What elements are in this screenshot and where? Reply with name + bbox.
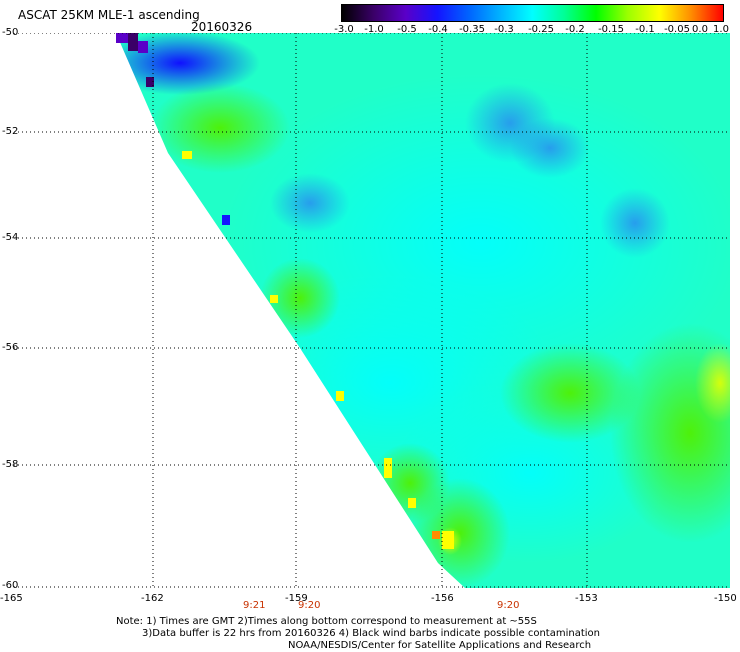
coast-edge-pixels <box>116 33 454 549</box>
lon-label: -156 <box>431 593 454 604</box>
lon-label: -159 <box>285 593 308 604</box>
map-title: ASCAT 25KM MLE-1 ascending <box>18 8 200 22</box>
footnote: Note: 1) Times are GMT 2)Times along bot… <box>116 616 600 652</box>
colorbar-tick: 1.0 <box>713 24 729 35</box>
colorbar-gradient <box>342 5 723 21</box>
lat-label: -52 <box>2 126 19 137</box>
colorbar-tick: -3.0 <box>334 24 354 35</box>
lon-label: -165 <box>0 593 23 604</box>
graticule <box>10 33 730 588</box>
lat-label: -54 <box>2 232 19 243</box>
swath-map <box>10 33 730 588</box>
time-label: 9:21 <box>243 600 266 611</box>
map-date: 20160326 <box>191 20 253 34</box>
colorbar-tick: -0.1 <box>635 24 655 35</box>
colorbar-tick: -0.15 <box>598 24 624 35</box>
footnote-line-1: Note: 1) Times are GMT 2)Times along bot… <box>116 616 537 627</box>
lon-label: -150 <box>714 593 737 604</box>
time-label: 9:20 <box>298 600 321 611</box>
lat-label: -60 <box>2 580 19 591</box>
colorbar-tick: -0.3 <box>494 24 514 35</box>
lon-label: -162 <box>141 593 164 604</box>
colorbar-tick: -0.4 <box>428 24 448 35</box>
colorbar-tick-labels: -3.0 -1.0 -0.5 -0.4 -0.35 -0.3 -0.25 -0.… <box>332 24 732 38</box>
swath-data-field <box>116 33 730 588</box>
colorbar-tick: 0.0 <box>692 24 708 35</box>
colorbar-tick: -1.0 <box>364 24 384 35</box>
colorbar-tick: -0.2 <box>565 24 585 35</box>
lat-label: -56 <box>2 342 19 353</box>
colorbar-tick: -0.25 <box>528 24 554 35</box>
lat-label: -58 <box>2 459 19 470</box>
colorbar-tick: -0.5 <box>397 24 417 35</box>
time-label: 9:20 <box>497 600 520 611</box>
colorbar-tick: -0.35 <box>459 24 485 35</box>
colorbar-tick: -0.05 <box>664 24 690 35</box>
footnote-credit: NOAA/NESDIS/Center for Satellite Applica… <box>288 640 592 651</box>
colorbar <box>341 4 724 22</box>
footnote-line-2: 3)Data buffer is 22 hrs from 20160326 4)… <box>142 628 600 639</box>
lon-label: -153 <box>575 593 598 604</box>
lat-label: -50 <box>2 27 19 38</box>
